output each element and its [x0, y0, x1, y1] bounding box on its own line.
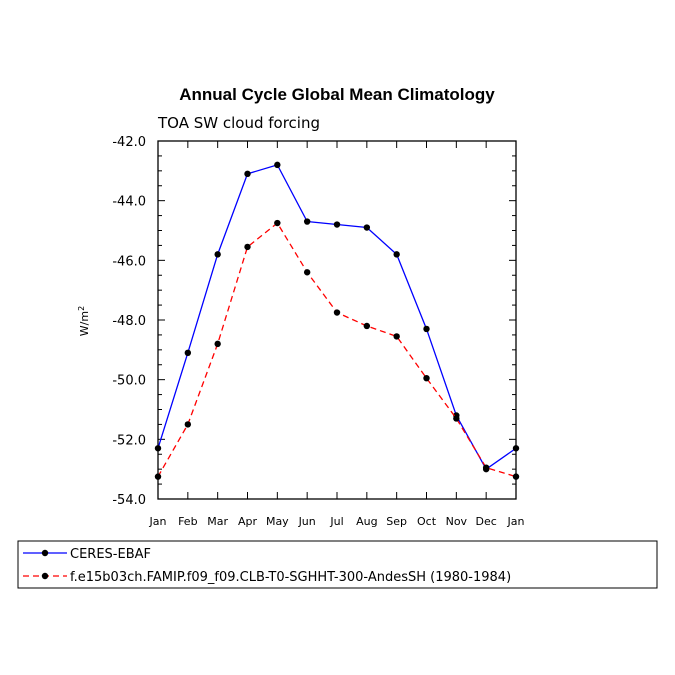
series-0-point: [154, 445, 162, 452]
x-tick-label: Jan: [507, 515, 525, 528]
series-0-point: [184, 349, 192, 357]
series-0-point: [393, 251, 400, 258]
series-0-point: [363, 224, 371, 231]
y-tick-label: -54.0: [112, 493, 146, 508]
series-1-point: [453, 415, 460, 422]
series-0-point: [274, 161, 281, 169]
x-tick-label: Feb: [178, 515, 197, 528]
series-0-point: [423, 325, 430, 333]
series-layer: [154, 161, 520, 480]
y-tick-labels: -42.0 -44.0 -46.0 -48.0 -50.0 -52.0 -54.0: [112, 135, 146, 508]
x-tick-label: Nov: [446, 515, 468, 528]
y-axis-label-superscript: 2: [77, 306, 86, 311]
legend-label-1: f.e15b03ch.FAMIP.f09_f09.CLB-T0-SGHHT-30…: [70, 570, 511, 585]
x-tick-label: May: [266, 515, 289, 528]
x-tick-label: Sep: [386, 515, 407, 528]
x-tick-labels: Jan Feb Mar Apr May Jun Jul Aug Sep Oct Nov Dec Jan: [149, 515, 525, 528]
y-tick-label: -50.0: [112, 374, 146, 389]
plot-frame: [157, 140, 517, 500]
y-tick-label: -52.0: [112, 433, 146, 448]
y-tick-label: -42.0: [112, 135, 146, 150]
y-tick-label: -46.0: [112, 254, 146, 269]
x-tick-label: Dec: [476, 515, 497, 528]
x-tick-label: Jan: [149, 515, 167, 528]
axis-ticks: [157, 140, 517, 500]
series-1-point: [423, 374, 430, 382]
y-axis-label-text: W/m: [78, 311, 91, 336]
series-1-point: [214, 340, 221, 348]
series-line-1: [157, 222, 517, 478]
series-1-point: [303, 269, 311, 276]
series-1-point: [274, 219, 281, 227]
legend-label-0: CERES-EBAF: [70, 547, 151, 562]
series-1-point: [244, 243, 251, 251]
series-1-point: [184, 421, 192, 428]
series-1-point: [512, 473, 520, 480]
series-0-point: [244, 170, 251, 178]
series-1-point: [363, 322, 371, 330]
x-tick-label: Jun: [298, 515, 316, 528]
x-tick-label: Aug: [356, 515, 377, 528]
chart-title: Annual Cycle Global Mean Climatology: [179, 85, 495, 104]
series-0-point: [214, 251, 221, 258]
x-tick-label: Jul: [329, 515, 343, 528]
series-1-point: [333, 309, 341, 316]
series-1-point: [482, 464, 490, 471]
series-0-point: [303, 218, 311, 225]
series-line-0: [157, 164, 517, 471]
y-tick-label: -44.0: [112, 195, 146, 210]
legend-marker-0: [41, 549, 49, 557]
y-tick-label: -48.0: [112, 314, 146, 329]
series-1-point: [393, 333, 400, 340]
series-0-point: [512, 445, 520, 452]
series-1-point: [154, 473, 162, 480]
x-tick-label: Apr: [238, 515, 258, 528]
legend-box: [17, 540, 658, 589]
x-tick-label: Oct: [417, 515, 437, 528]
series-0-point: [333, 221, 341, 228]
chart-subtitle: TOA SW cloud forcing: [157, 114, 320, 132]
legend-marker-1: [41, 572, 49, 580]
y-axis-label: W/m2: [77, 306, 92, 336]
x-tick-label: Mar: [207, 515, 228, 528]
legend: CERES-EBAF f.e15b03ch.FAMIP.f09_f09.CLB-T…: [23, 547, 511, 585]
